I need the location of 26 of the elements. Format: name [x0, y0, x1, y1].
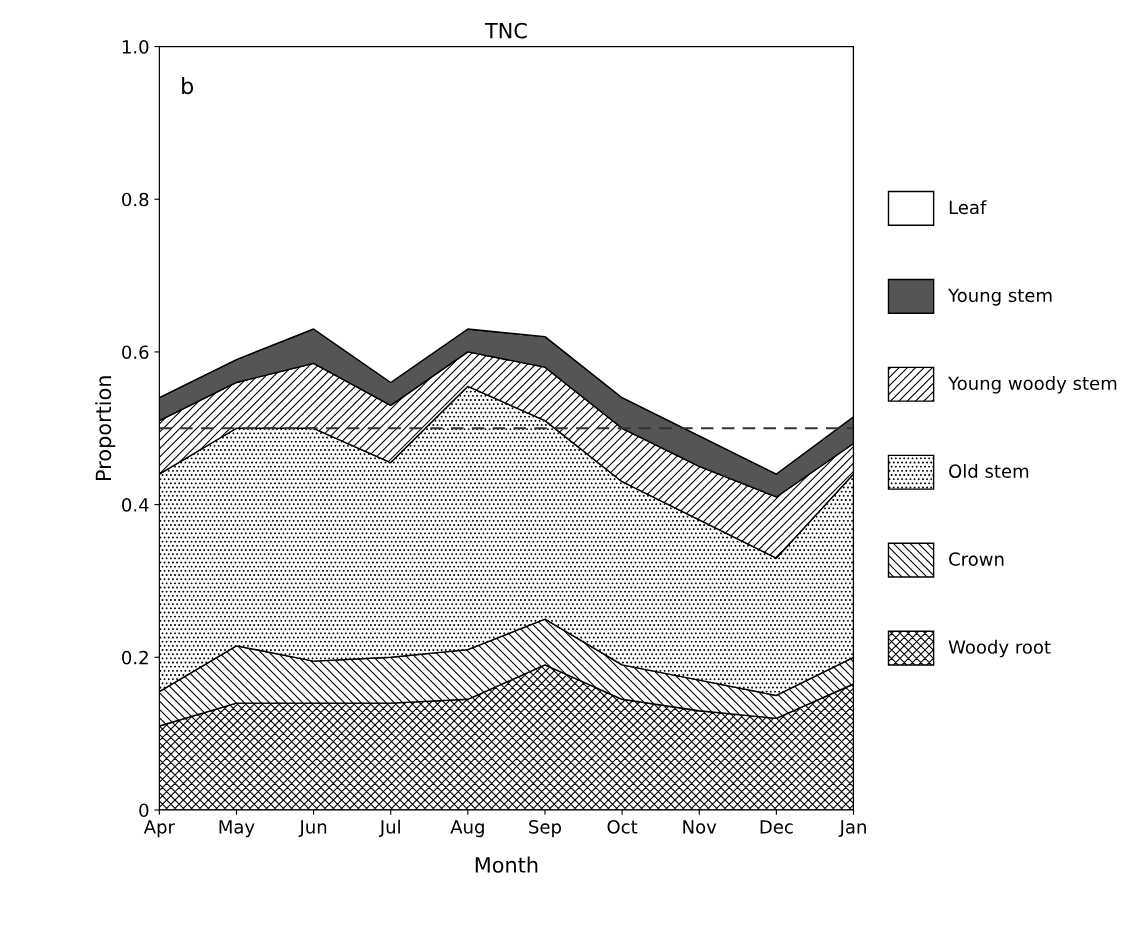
legend-label: Young woody stem	[948, 376, 1117, 394]
legend-label: Woody root	[948, 639, 1051, 658]
y-tick-label: 0.8	[122, 192, 149, 207]
y-tick-label: 0	[139, 803, 149, 818]
x-tick-label: Nov	[683, 820, 717, 834]
x-tick-label: Oct	[607, 820, 638, 834]
y-axis-title: Proportion	[95, 376, 116, 480]
chart-title: TNC	[484, 22, 527, 39]
y-tick-label: 0.4	[122, 498, 149, 512]
x-tick-label: Sep	[529, 820, 561, 838]
legend-label: Old stem	[949, 464, 1029, 478]
x-tick-label: Jul	[378, 819, 400, 838]
y-tick-label: 0.6	[122, 345, 149, 360]
x-tick-label: Jun	[298, 820, 327, 838]
y-tick-label: 0.2	[122, 650, 148, 665]
x-axis-title: Month	[475, 856, 538, 873]
legend-label: Crown	[949, 552, 1004, 566]
x-tick-label: Aug	[450, 820, 484, 838]
x-tick-label: Apr	[143, 820, 175, 838]
annotation: b	[182, 77, 194, 95]
x-tick-label: May	[219, 820, 255, 838]
y-tick-label: 1.0	[122, 40, 149, 54]
x-tick-label: Dec	[760, 820, 793, 834]
legend-label: Leaf	[949, 200, 987, 215]
legend-label: Young stem	[948, 288, 1052, 306]
x-tick-label: Jan	[838, 820, 866, 838]
